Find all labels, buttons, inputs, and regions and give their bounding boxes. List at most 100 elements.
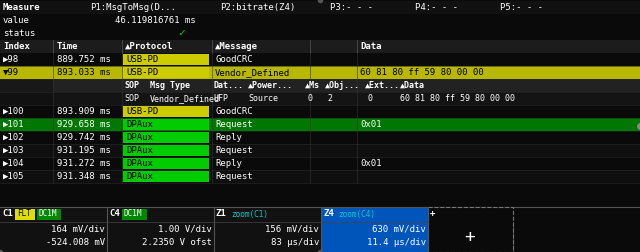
Bar: [107, 222, 214, 252]
Text: Source: Source: [248, 94, 278, 103]
Text: Vendor_Defined: Vendor_Defined: [215, 68, 291, 77]
Bar: [428, 222, 513, 252]
Text: ✓: ✓: [178, 28, 185, 38]
Bar: [229, 209, 275, 220]
Text: Time: Time: [57, 42, 79, 51]
Text: USB-PD: USB-PD: [126, 55, 158, 64]
Bar: [321, 222, 428, 252]
Text: ▶104: ▶104: [3, 159, 24, 168]
Bar: [123, 119, 209, 130]
Text: 156 mV/div: 156 mV/div: [265, 224, 319, 233]
Text: P2:bitrate(Z4): P2:bitrate(Z4): [220, 3, 295, 12]
Bar: [0, 131, 640, 144]
Text: ▲Data: ▲Data: [400, 81, 425, 90]
Bar: [0, 92, 640, 105]
Text: 11.4 μs/div: 11.4 μs/div: [367, 238, 426, 247]
Text: +: +: [430, 209, 435, 218]
Text: 893.909 ms: 893.909 ms: [57, 107, 111, 116]
Bar: [336, 209, 381, 220]
Text: P1:MsgToMsg(D...: P1:MsgToMsg(D...: [90, 3, 176, 12]
Text: DC1M: DC1M: [124, 209, 143, 218]
Text: P4:- - -: P4:- - -: [415, 3, 458, 12]
Bar: [123, 67, 209, 78]
Bar: [123, 54, 209, 65]
Text: 60 81 80 ff 59 80 00 00: 60 81 80 ff 59 80 00 00: [360, 68, 484, 77]
Bar: [428, 207, 513, 222]
Bar: [0, 40, 640, 53]
Bar: [0, 157, 640, 170]
Text: ▶100: ▶100: [3, 107, 24, 116]
Text: GoodCRC: GoodCRC: [215, 55, 253, 64]
Text: 893.033 ms: 893.033 ms: [57, 68, 111, 77]
Bar: [122, 209, 147, 220]
Text: 931.272 ms: 931.272 ms: [57, 159, 111, 168]
Text: DPAux: DPAux: [126, 159, 153, 168]
Text: 630 mV/div: 630 mV/div: [372, 224, 426, 233]
Text: 0: 0: [368, 94, 373, 103]
Text: 931.195 ms: 931.195 ms: [57, 146, 111, 155]
Bar: [123, 106, 209, 117]
Text: USB-PD: USB-PD: [126, 107, 158, 116]
Text: ▶103: ▶103: [3, 146, 24, 155]
Text: Reply: Reply: [215, 133, 242, 142]
Bar: [53, 79, 640, 92]
Bar: [0, 105, 640, 118]
Text: zoom(C4): zoom(C4): [338, 209, 375, 218]
Bar: [0, 118, 640, 131]
Text: 929.742 ms: 929.742 ms: [57, 133, 111, 142]
Bar: [0, 207, 107, 222]
Bar: [123, 145, 209, 156]
Text: DPAux: DPAux: [126, 172, 153, 181]
Text: 164 mV/div: 164 mV/div: [51, 224, 105, 233]
Bar: [15, 209, 35, 220]
Text: 2.2350 V ofst: 2.2350 V ofst: [142, 238, 212, 247]
Text: USB-PD: USB-PD: [126, 68, 158, 77]
Bar: [0, 1, 640, 14]
Text: zoom(C1): zoom(C1): [231, 209, 268, 218]
Text: SOP: SOP: [124, 94, 139, 103]
Text: ▲Ext...: ▲Ext...: [365, 81, 400, 90]
Text: Msg Type: Msg Type: [150, 81, 190, 90]
Text: DPAux: DPAux: [126, 120, 153, 129]
Text: 1.00 V/div: 1.00 V/div: [158, 224, 212, 233]
Text: Index: Index: [3, 42, 30, 51]
Text: Request: Request: [215, 146, 253, 155]
Text: P5:- - -: P5:- - -: [500, 3, 543, 12]
Text: Data: Data: [360, 42, 381, 51]
Bar: [123, 132, 209, 143]
Text: ▼99: ▼99: [3, 68, 19, 77]
Text: 0: 0: [308, 94, 313, 103]
Text: Vendor_Defined: Vendor_Defined: [150, 94, 220, 103]
Text: ▲Ms: ▲Ms: [305, 81, 320, 90]
Text: ▶101: ▶101: [3, 120, 24, 129]
Text: C4: C4: [109, 209, 120, 218]
Text: +: +: [465, 228, 476, 246]
Bar: [0, 27, 640, 40]
Text: 60 81 80 ff 59 80 00 00: 60 81 80 ff 59 80 00 00: [400, 94, 515, 103]
Text: 2: 2: [327, 94, 332, 103]
Bar: [0, 53, 640, 66]
Bar: [107, 207, 214, 222]
Text: ▲Message: ▲Message: [215, 42, 258, 51]
Text: Request: Request: [215, 172, 253, 181]
Text: value: value: [3, 16, 30, 25]
Bar: [0, 14, 640, 27]
Text: -524.008 mV: -524.008 mV: [46, 238, 105, 247]
Bar: [0, 66, 640, 79]
Bar: [36, 209, 61, 220]
Text: GoodCRC: GoodCRC: [215, 107, 253, 116]
Text: 0x01: 0x01: [360, 159, 381, 168]
Text: 889.752 ms: 889.752 ms: [57, 55, 111, 64]
Text: Z4: Z4: [323, 209, 333, 218]
Text: ▶105: ▶105: [3, 172, 24, 181]
Bar: [0, 207, 640, 252]
Text: 929.658 ms: 929.658 ms: [57, 120, 111, 129]
Text: DC1M: DC1M: [38, 209, 57, 218]
Text: 0x01: 0x01: [360, 120, 381, 129]
Text: DPAux: DPAux: [126, 133, 153, 142]
Text: ▲Power...: ▲Power...: [248, 81, 293, 90]
Text: 46.119816761 ms: 46.119816761 ms: [115, 16, 196, 25]
Bar: [53, 92, 640, 105]
Bar: [0, 144, 640, 157]
Bar: [123, 171, 209, 182]
